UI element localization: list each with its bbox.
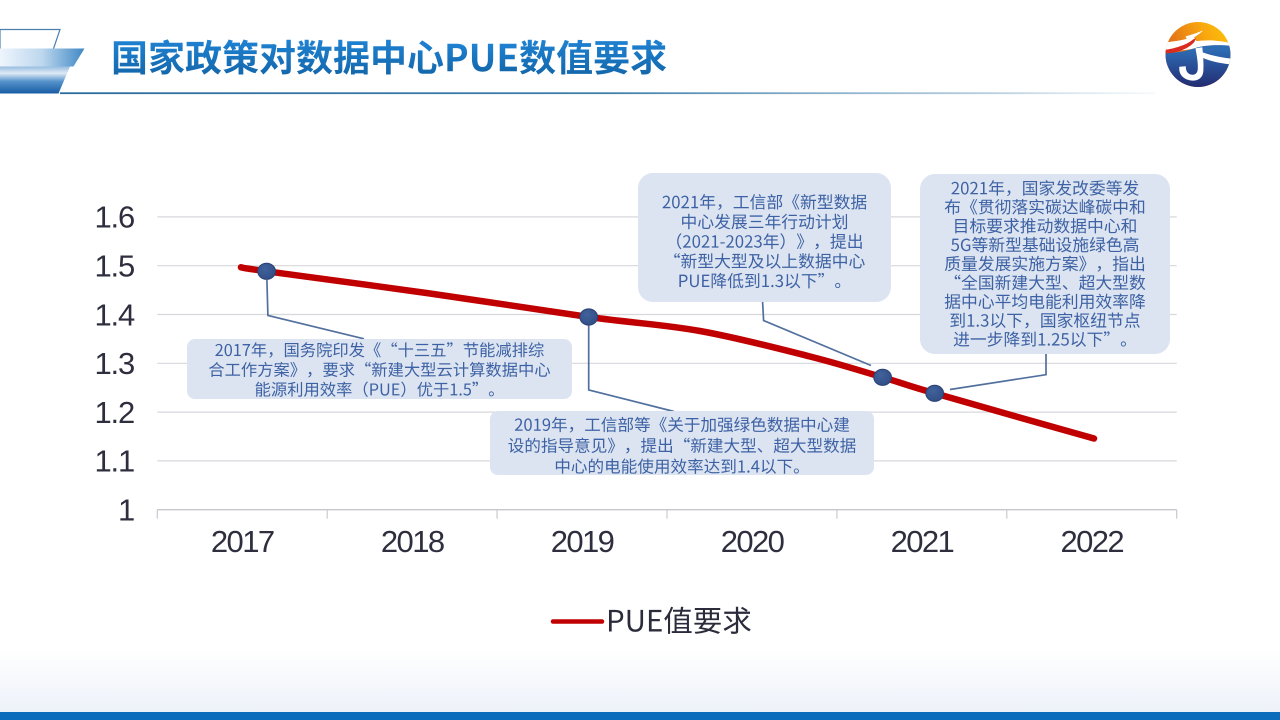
- svg-text:2021: 2021: [891, 524, 954, 559]
- svg-text:1: 1: [118, 493, 134, 528]
- svg-text:1.1: 1.1: [95, 444, 135, 479]
- svg-text:2017: 2017: [211, 524, 274, 559]
- svg-text:1.2: 1.2: [95, 395, 135, 430]
- svg-text:2019: 2019: [551, 524, 614, 559]
- svg-text:2020: 2020: [721, 524, 785, 559]
- svg-text:1.5: 1.5: [95, 249, 135, 284]
- svg-text:2018: 2018: [381, 524, 444, 559]
- svg-text:1.6: 1.6: [95, 200, 135, 235]
- svg-text:1.4: 1.4: [95, 297, 135, 332]
- svg-text:2022: 2022: [1061, 524, 1124, 559]
- svg-text:1.3: 1.3: [95, 346, 135, 381]
